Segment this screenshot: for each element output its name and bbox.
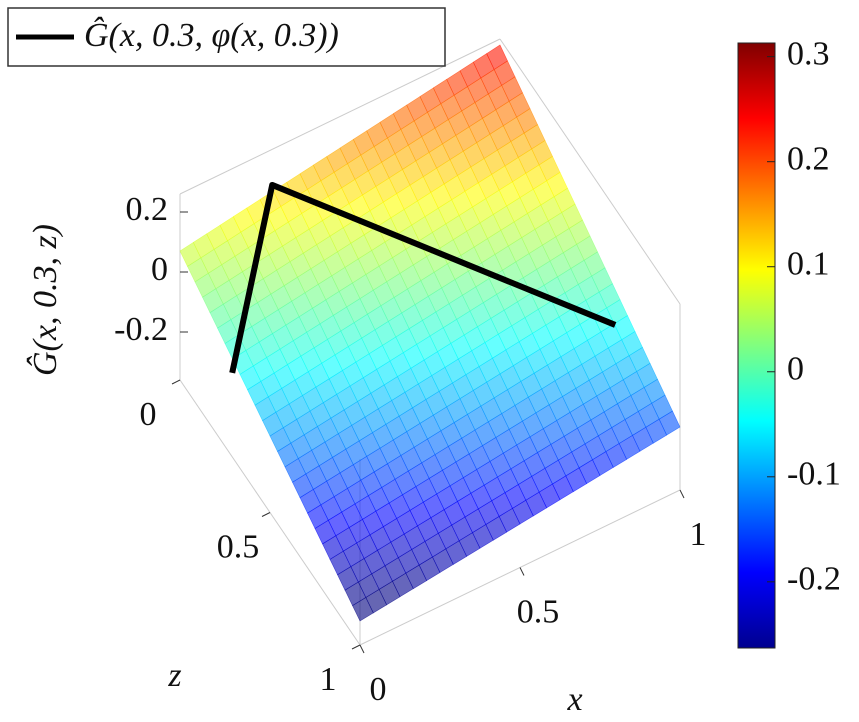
value-axis-label: Ĝ(x, 0.3, z) bbox=[26, 224, 64, 376]
z-axis-label: z bbox=[167, 657, 181, 694]
plot-area bbox=[179, 38, 681, 646]
x-tick-label: 0.5 bbox=[517, 593, 560, 630]
z-tick-label: 1 bbox=[320, 661, 337, 698]
x-tick-label: 0 bbox=[370, 671, 387, 708]
z-tick-label: 0 bbox=[140, 396, 157, 433]
x-tick-label: 1 bbox=[690, 516, 707, 553]
colorbar-tick-label: 0 bbox=[787, 351, 804, 388]
colorbar-tick-label: 0.2 bbox=[787, 140, 830, 177]
x-tick bbox=[359, 644, 365, 654]
box-edge bbox=[499, 38, 681, 305]
colorbar-tick-label: -0.1 bbox=[787, 456, 841, 493]
value-tick-label: -0.2 bbox=[114, 311, 168, 348]
x-tick bbox=[519, 567, 525, 576]
x-axis-label: x bbox=[566, 681, 582, 718]
colorbar-tick-label: 0.1 bbox=[787, 246, 830, 283]
colorbar-tick-label: 0.3 bbox=[787, 35, 830, 72]
z-tick bbox=[351, 644, 361, 650]
curve bbox=[229, 181, 617, 374]
legend-label: Ĝ(x, 0.3, φ(x, 0.3)) bbox=[84, 16, 339, 54]
colorbar-tick-label: -0.2 bbox=[787, 561, 841, 598]
x-tick bbox=[679, 489, 685, 499]
colorbar bbox=[737, 42, 776, 649]
z-tick bbox=[171, 379, 181, 385]
value-tick-label: 0 bbox=[151, 251, 168, 288]
box-edge bbox=[179, 38, 501, 195]
z-tick-label: 0.5 bbox=[217, 528, 260, 565]
z-tick bbox=[261, 512, 271, 517]
legend-box bbox=[7, 7, 446, 67]
value-tick-label: 0.2 bbox=[126, 191, 169, 228]
surface-patch bbox=[658, 410, 681, 436]
